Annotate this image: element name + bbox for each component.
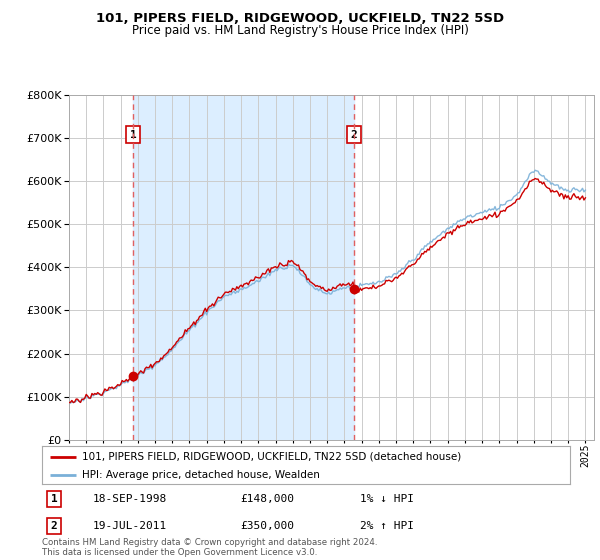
Text: 18-SEP-1998: 18-SEP-1998 bbox=[93, 494, 167, 504]
Text: £148,000: £148,000 bbox=[240, 494, 294, 504]
Text: Price paid vs. HM Land Registry's House Price Index (HPI): Price paid vs. HM Land Registry's House … bbox=[131, 24, 469, 37]
Text: HPI: Average price, detached house, Wealden: HPI: Average price, detached house, Weal… bbox=[82, 470, 319, 480]
Text: 101, PIPERS FIELD, RIDGEWOOD, UCKFIELD, TN22 5SD (detached house): 101, PIPERS FIELD, RIDGEWOOD, UCKFIELD, … bbox=[82, 452, 461, 462]
Text: 1% ↓ HPI: 1% ↓ HPI bbox=[360, 494, 414, 504]
Bar bbox=[133, 95, 354, 440]
Text: 1: 1 bbox=[130, 130, 136, 140]
Text: £350,000: £350,000 bbox=[240, 521, 294, 531]
Text: 2% ↑ HPI: 2% ↑ HPI bbox=[360, 521, 414, 531]
Text: 101, PIPERS FIELD, RIDGEWOOD, UCKFIELD, TN22 5SD: 101, PIPERS FIELD, RIDGEWOOD, UCKFIELD, … bbox=[96, 12, 504, 25]
Text: 2: 2 bbox=[350, 130, 357, 140]
Text: Contains HM Land Registry data © Crown copyright and database right 2024.
This d: Contains HM Land Registry data © Crown c… bbox=[42, 538, 377, 557]
Text: 1: 1 bbox=[50, 494, 58, 504]
Text: 19-JUL-2011: 19-JUL-2011 bbox=[93, 521, 167, 531]
Text: 2: 2 bbox=[50, 521, 58, 531]
